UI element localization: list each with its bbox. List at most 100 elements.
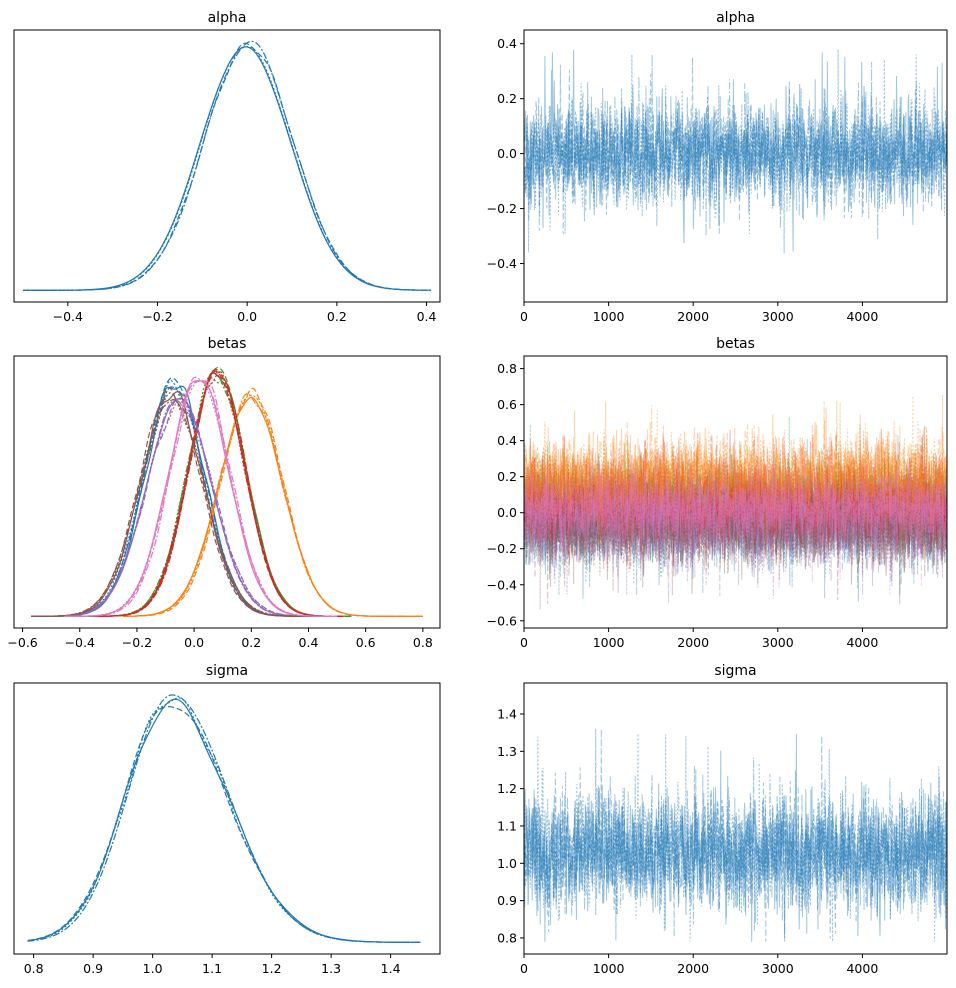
x-tick-label: 2000 xyxy=(677,961,709,976)
panel-title: sigma xyxy=(206,663,248,679)
kde-line-betas5-chain-2 xyxy=(31,392,309,617)
x-tick-label: −0.2 xyxy=(142,309,172,324)
trace-line-betas1-chain-3 xyxy=(524,401,947,558)
panel-kde-betas: −0.6 −0.4 −0.2 0.0 0.2 0.4 0.6 0.8 betas xyxy=(7,336,441,650)
x-tick-label: 3000 xyxy=(762,961,794,976)
trace-line-betas0-chain-1 xyxy=(524,458,947,599)
trace-line-betas6-chain-2 xyxy=(524,429,947,562)
x-tick-label: 0.8 xyxy=(413,635,433,650)
plot-area xyxy=(524,49,947,254)
x-tick-label: 0.0 xyxy=(237,309,257,324)
trace-line-betas2-chain-3 xyxy=(524,440,947,549)
x-tick-label: 1.1 xyxy=(202,961,222,976)
y-tick-label: 1.1 xyxy=(497,818,517,833)
trace-line-betas4-chain-2 xyxy=(524,444,947,596)
x-tick-label: −0.6 xyxy=(7,635,37,650)
y-tick-label: 0.8 xyxy=(497,930,517,945)
trace-line-betas4-chain-0 xyxy=(524,458,947,593)
trace-line-betas0-chain-2 xyxy=(524,449,947,596)
axes-frame xyxy=(523,355,948,629)
trace-line-betas5-chain-0 xyxy=(524,444,947,605)
kde-line-betas5-chain-1 xyxy=(31,386,309,617)
kde-line-betas6-chain-2 xyxy=(65,379,338,617)
plot-area xyxy=(27,694,421,943)
trace-line-betas6-chain-0 xyxy=(524,446,947,572)
x-tick-label: 0 xyxy=(520,309,528,324)
panel-title: alpha xyxy=(208,10,247,26)
trace-line-alpha-chain-3 xyxy=(524,54,947,254)
x-tick-label: 0.4 xyxy=(417,309,437,324)
y-tick-label: 0.0 xyxy=(497,505,517,520)
panel-trace-sigma: 0.8 0.9 1.0 1.1 1.2 1.3 1.4 0 1000 2000 3000 4000 si… xyxy=(497,663,948,976)
x-tick-label: −0.2 xyxy=(122,635,152,650)
axes-frame xyxy=(13,682,441,955)
trace-line-betas1-chain-0 xyxy=(524,407,947,554)
x-tick-label: 3000 xyxy=(762,309,794,324)
panel-title: sigma xyxy=(714,663,756,679)
trace-line-betas0-chain-0 xyxy=(524,450,947,602)
kde-line-betas4-chain-2 xyxy=(36,397,323,617)
kde-line-alpha-chain-3 xyxy=(22,40,432,291)
kde-line-alpha-chain-2 xyxy=(22,46,432,291)
y-tick-label: 1.0 xyxy=(497,856,517,871)
y-tick-label: 0.9 xyxy=(497,893,517,908)
y-tick-label: 0.4 xyxy=(497,433,517,448)
kde-line-betas1-chain-2 xyxy=(122,394,423,617)
trace-line-betas6-chain-3 xyxy=(524,433,947,581)
trace-line-betas3-chain-2 xyxy=(524,436,947,573)
x-tick-label: 2000 xyxy=(677,309,709,324)
kde-line-betas1-chain-0 xyxy=(122,396,423,617)
trace-line-betas2-chain-2 xyxy=(524,416,947,553)
trace-line-betas4-chain-3 xyxy=(524,462,947,599)
panel-title: betas xyxy=(208,336,247,352)
x-tick-label: 1.4 xyxy=(381,961,401,976)
x-tick-label: 0.4 xyxy=(299,635,319,650)
y-tick-label: 0.0 xyxy=(497,146,517,161)
trace-line-betas3-chain-1 xyxy=(524,428,947,554)
y-tick-label: −0.4 xyxy=(487,256,517,271)
x-tick-label: 1000 xyxy=(593,309,625,324)
panel-kde-sigma: 0.8 0.9 1.0 1.1 1.2 1.3 1.4 sigma xyxy=(13,663,441,976)
y-tick-label: −0.2 xyxy=(487,541,517,556)
y-tick-label: −0.6 xyxy=(487,613,517,628)
panel-title: betas xyxy=(716,336,755,352)
trace-line-sigma-chain-0 xyxy=(524,733,947,942)
plot-area xyxy=(31,366,423,617)
kde-line-betas6-chain-0 xyxy=(65,380,338,617)
y-tick-label: −0.2 xyxy=(487,201,517,216)
plot-area xyxy=(22,40,432,291)
kde-line-sigma-chain-3 xyxy=(27,694,421,943)
panel-title: alpha xyxy=(716,10,755,26)
kde-line-alpha-chain-0 xyxy=(22,46,432,291)
panel-kde-alpha: −0.4 −0.2 0.0 0.2 0.4 alpha xyxy=(13,10,441,324)
trace-line-betas2-chain-1 xyxy=(524,443,947,571)
trace-line-sigma-chain-1 xyxy=(524,729,947,942)
kde-line-sigma-chain-2 xyxy=(27,697,421,943)
trace-line-alpha-chain-2 xyxy=(524,49,947,253)
trace-line-sigma-chain-3 xyxy=(524,728,947,942)
trace-line-betas1-chain-2 xyxy=(524,394,947,546)
trace-line-betas2-chain-0 xyxy=(524,435,947,561)
x-tick-label: 2000 xyxy=(677,635,709,650)
axes-frame xyxy=(13,29,441,303)
x-tick-label: 0.6 xyxy=(356,635,376,650)
axes-frame xyxy=(523,682,948,955)
panel-trace-alpha: −0.4 −0.2 0.0 0.2 0.4 0 1000 2000 3000 4000 alpha xyxy=(487,10,948,324)
trace-line-betas5-chain-3 xyxy=(524,444,947,592)
plot-area xyxy=(524,394,947,610)
x-tick-label: 0.0 xyxy=(184,635,204,650)
x-tick-label: 4000 xyxy=(846,961,878,976)
kde-line-sigma-chain-1 xyxy=(27,705,421,943)
x-tick-label: 3000 xyxy=(762,635,794,650)
x-tick-label: 1.2 xyxy=(262,961,282,976)
y-tick-label: 1.3 xyxy=(497,744,517,759)
x-tick-label: 0.2 xyxy=(241,635,261,650)
panel-trace-betas: −0.6 −0.4 −0.2 0.0 0.2 0.4 0.6 0.8 0 1000 2000 3000… xyxy=(487,336,948,650)
x-tick-label: 0 xyxy=(520,961,528,976)
kde-line-betas0-chain-0 xyxy=(31,385,323,617)
trace-line-betas6-chain-1 xyxy=(524,445,947,588)
trace-line-sigma-chain-2 xyxy=(524,733,947,942)
x-tick-label: 4000 xyxy=(846,309,878,324)
kde-line-betas3-chain-3 xyxy=(94,368,343,617)
